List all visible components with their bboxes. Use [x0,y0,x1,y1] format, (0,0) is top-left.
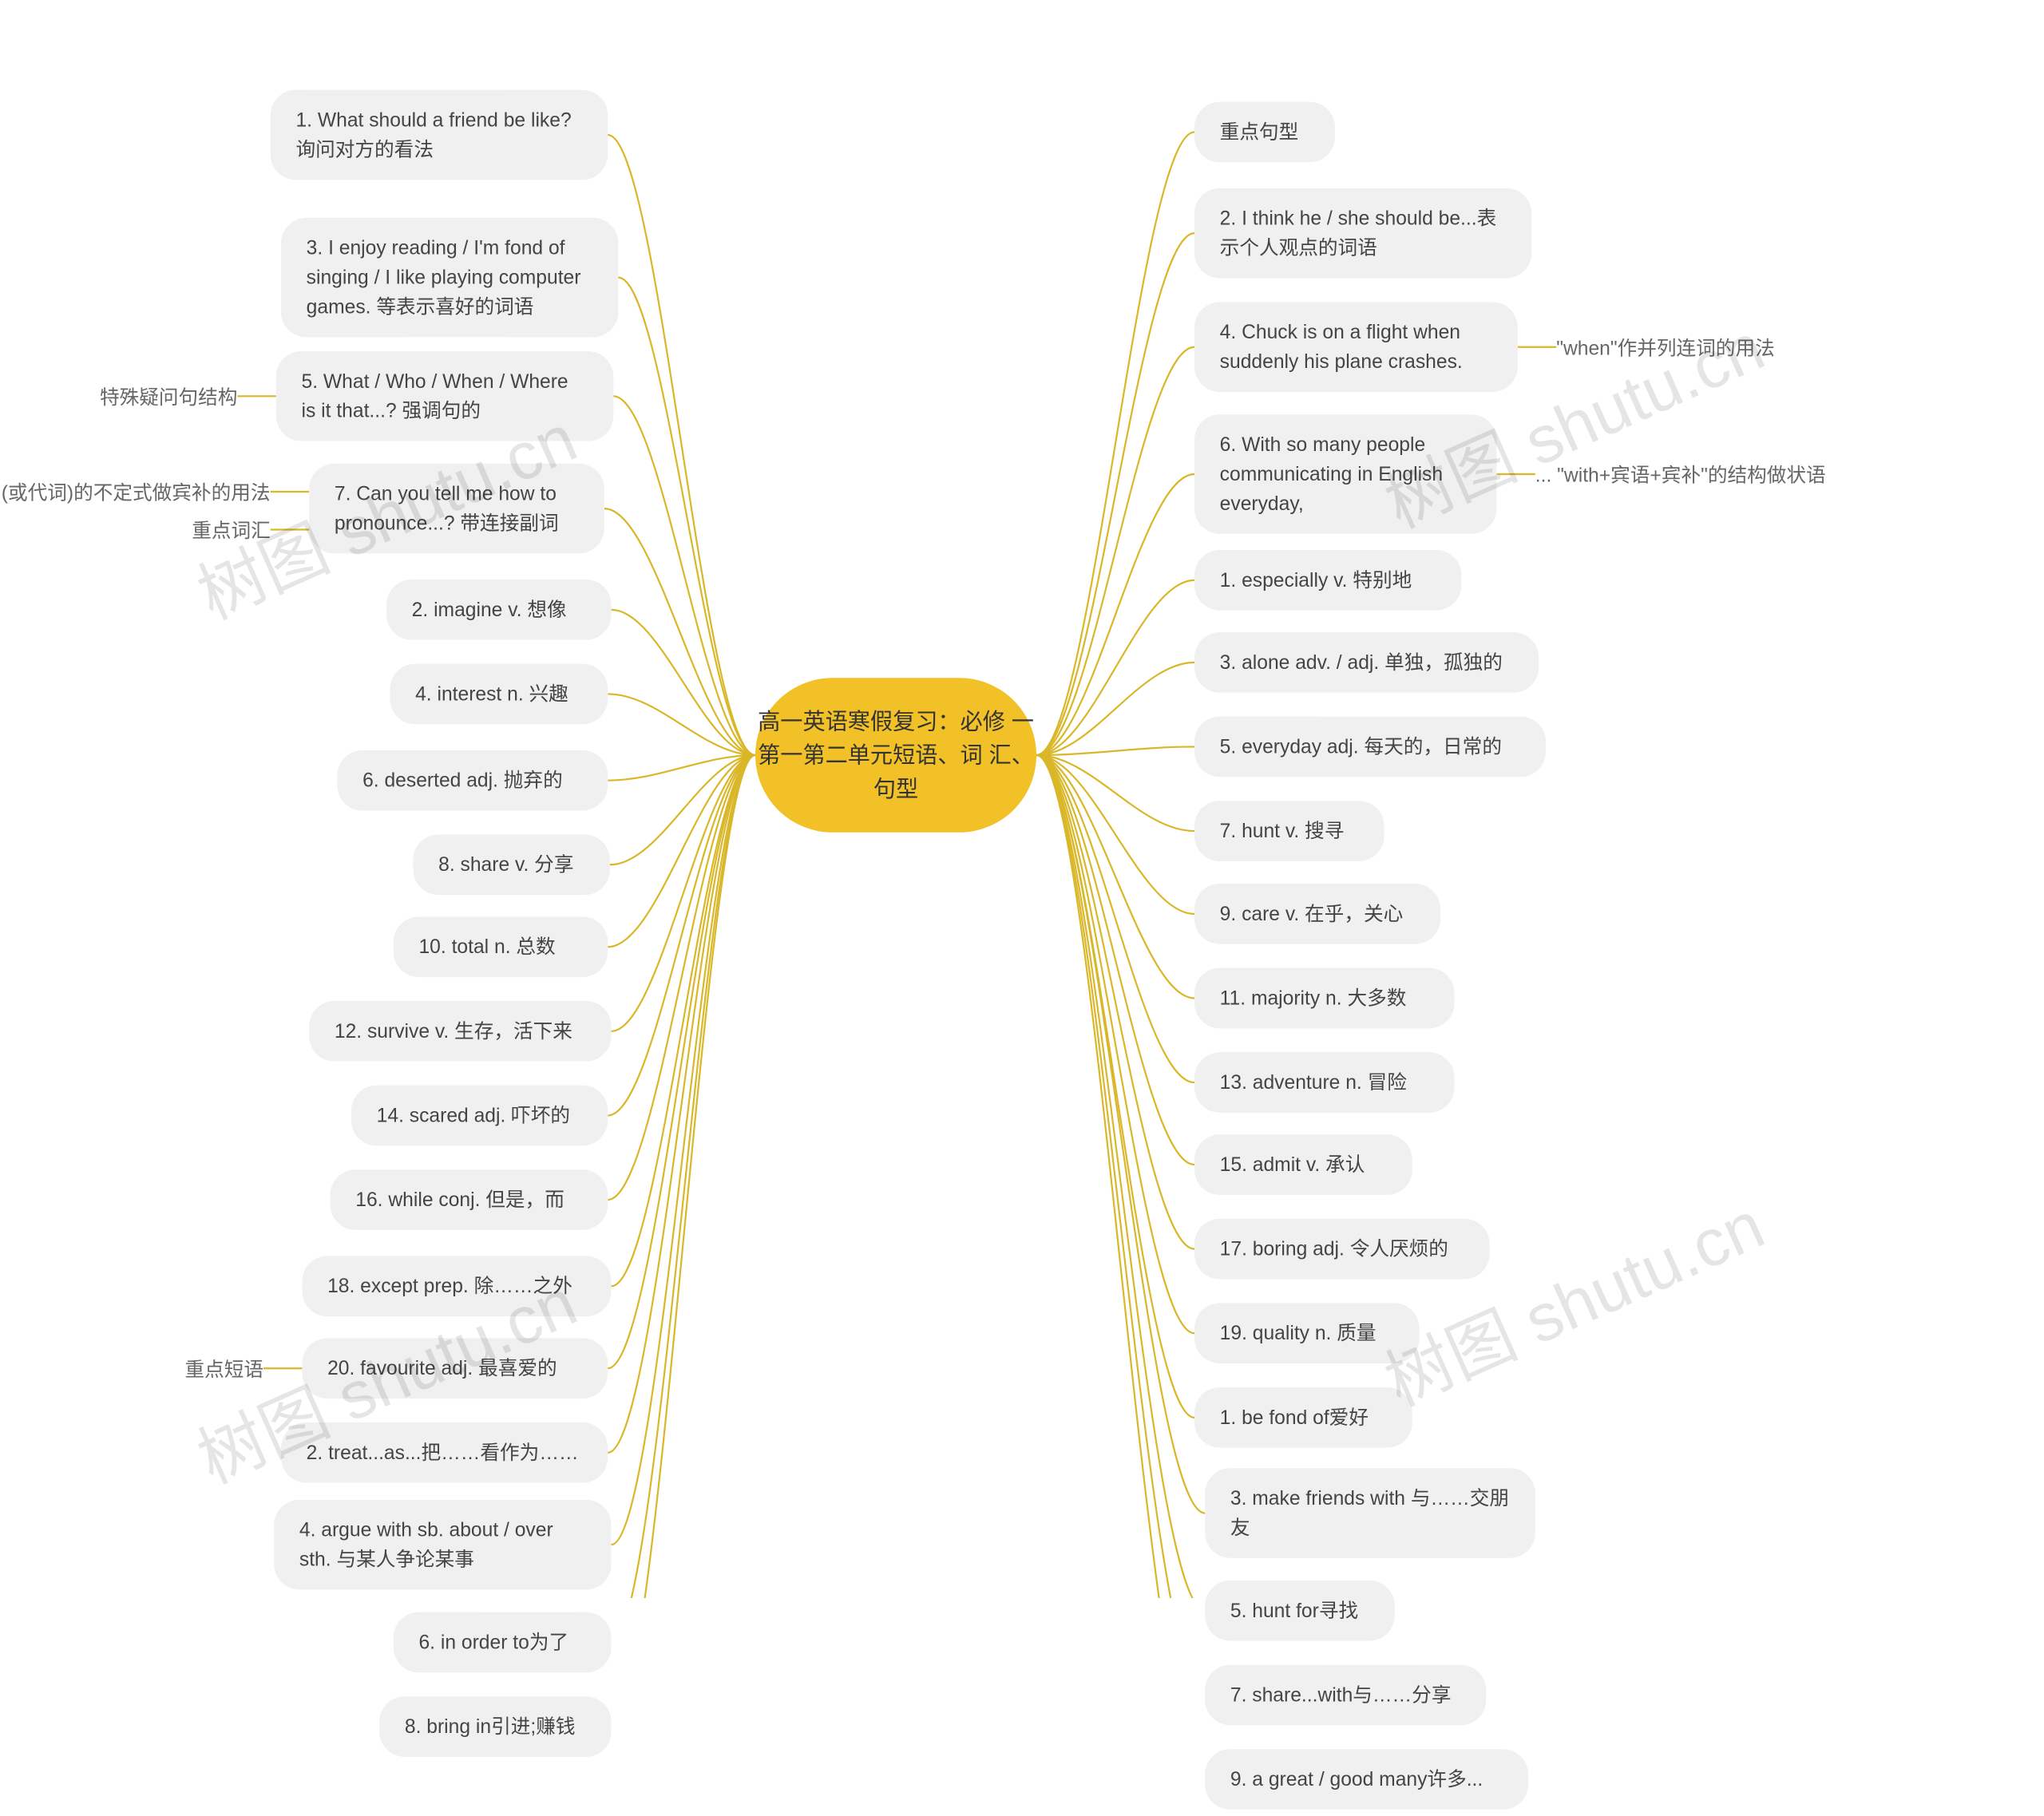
node-r16: 3. make friends with 与……交朋 友 [1205,1468,1535,1558]
node-l12: 16. while conj. 但是，而 [331,1169,608,1230]
annotation: 重点短语 [184,1355,263,1383]
watermark: 树图 shutu.cn [1368,1173,1777,1425]
node-r4: 6. With so many people communicating in … [1194,414,1496,534]
node-l18: 8. bring in引进;赚钱 [379,1696,611,1757]
node-r1: 重点句型 [1194,102,1335,163]
node-r19: 9. a great / good many许多... [1205,1749,1528,1810]
annotation: 重点词汇 [192,516,271,544]
node-r17: 5. hunt for寻找 [1205,1581,1395,1641]
node-l5: 2. imagine v. 想像 [386,580,612,640]
node-l6: 4. interest n. 兴趣 [390,664,608,725]
node-r3: 4. Chuck is on a flight when suddenly hi… [1194,302,1518,392]
annotation: ... "with+宾语+宾补"的结构做状语 [1535,460,1826,488]
node-r15: 1. be fond of爱好 [1194,1387,1412,1448]
node-r8: 7. hunt v. 搜寻 [1194,801,1384,861]
node-l8: 8. share v. 分享 [413,834,609,895]
node-l1: 1. What should a friend be like? 询问对方的看法 [271,90,608,180]
annotation: (或代词)的不定式做宾补的用法 [2,477,271,505]
node-r9: 9. care v. 在乎，关心 [1194,884,1440,944]
node-r6: 3. alone adv. / adj. 单独，孤独的 [1194,632,1539,693]
node-l4: 7. Can you tell me how to pronounce...? … [309,464,604,554]
node-r14: 19. quality n. 质量 [1194,1303,1420,1363]
node-r13: 17. boring adj. 令人厌烦的 [1194,1219,1490,1280]
node-r10: 11. majority n. 大多数 [1194,968,1455,1029]
node-l3: 5. What / Who / When / Where is it that.… [276,351,613,441]
node-l15: 2. treat...as...把……看作为…… [281,1422,608,1483]
node-r5: 1. especially v. 特别地 [1194,550,1461,611]
annotation: "when"作并列连词的用法 [1556,333,1775,361]
node-l13: 18. except prep. 除……之外 [302,1256,611,1316]
node-l7: 6. deserted adj. 抛弃的 [337,750,608,811]
mindmap-center: 高一英语寒假复习：必修 一第一第二单元短语、词 汇、句型 [755,678,1036,833]
node-r12: 15. admit v. 承认 [1194,1134,1412,1195]
node-l14: 20. favourite adj. 最喜爱的 [302,1338,608,1399]
node-r18: 7. share...with与……分享 [1205,1665,1486,1726]
node-l10: 12. survive v. 生存，活下来 [309,1001,611,1062]
node-l11: 14. scared adj. 吓坏的 [351,1086,608,1146]
node-l17: 6. in order to为了 [394,1612,612,1673]
node-r2: 2. I think he / she should be...表 示个人观点的… [1194,188,1531,279]
node-l9: 10. total n. 总数 [394,916,608,977]
node-l16: 4. argue with sb. about / over sth. 与某人争… [274,1500,611,1590]
node-l2: 3. I enjoy reading / I'm fond of singing… [281,218,618,338]
annotation: 特殊疑问句结构 [100,382,237,410]
node-r11: 13. adventure n. 冒险 [1194,1052,1455,1113]
node-r7: 5. everyday adj. 每天的，日常的 [1194,717,1546,777]
